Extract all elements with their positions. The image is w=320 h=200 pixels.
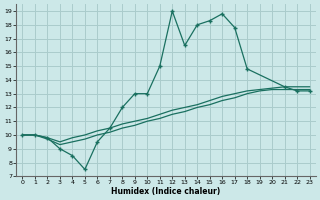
- X-axis label: Humidex (Indice chaleur): Humidex (Indice chaleur): [111, 187, 221, 196]
